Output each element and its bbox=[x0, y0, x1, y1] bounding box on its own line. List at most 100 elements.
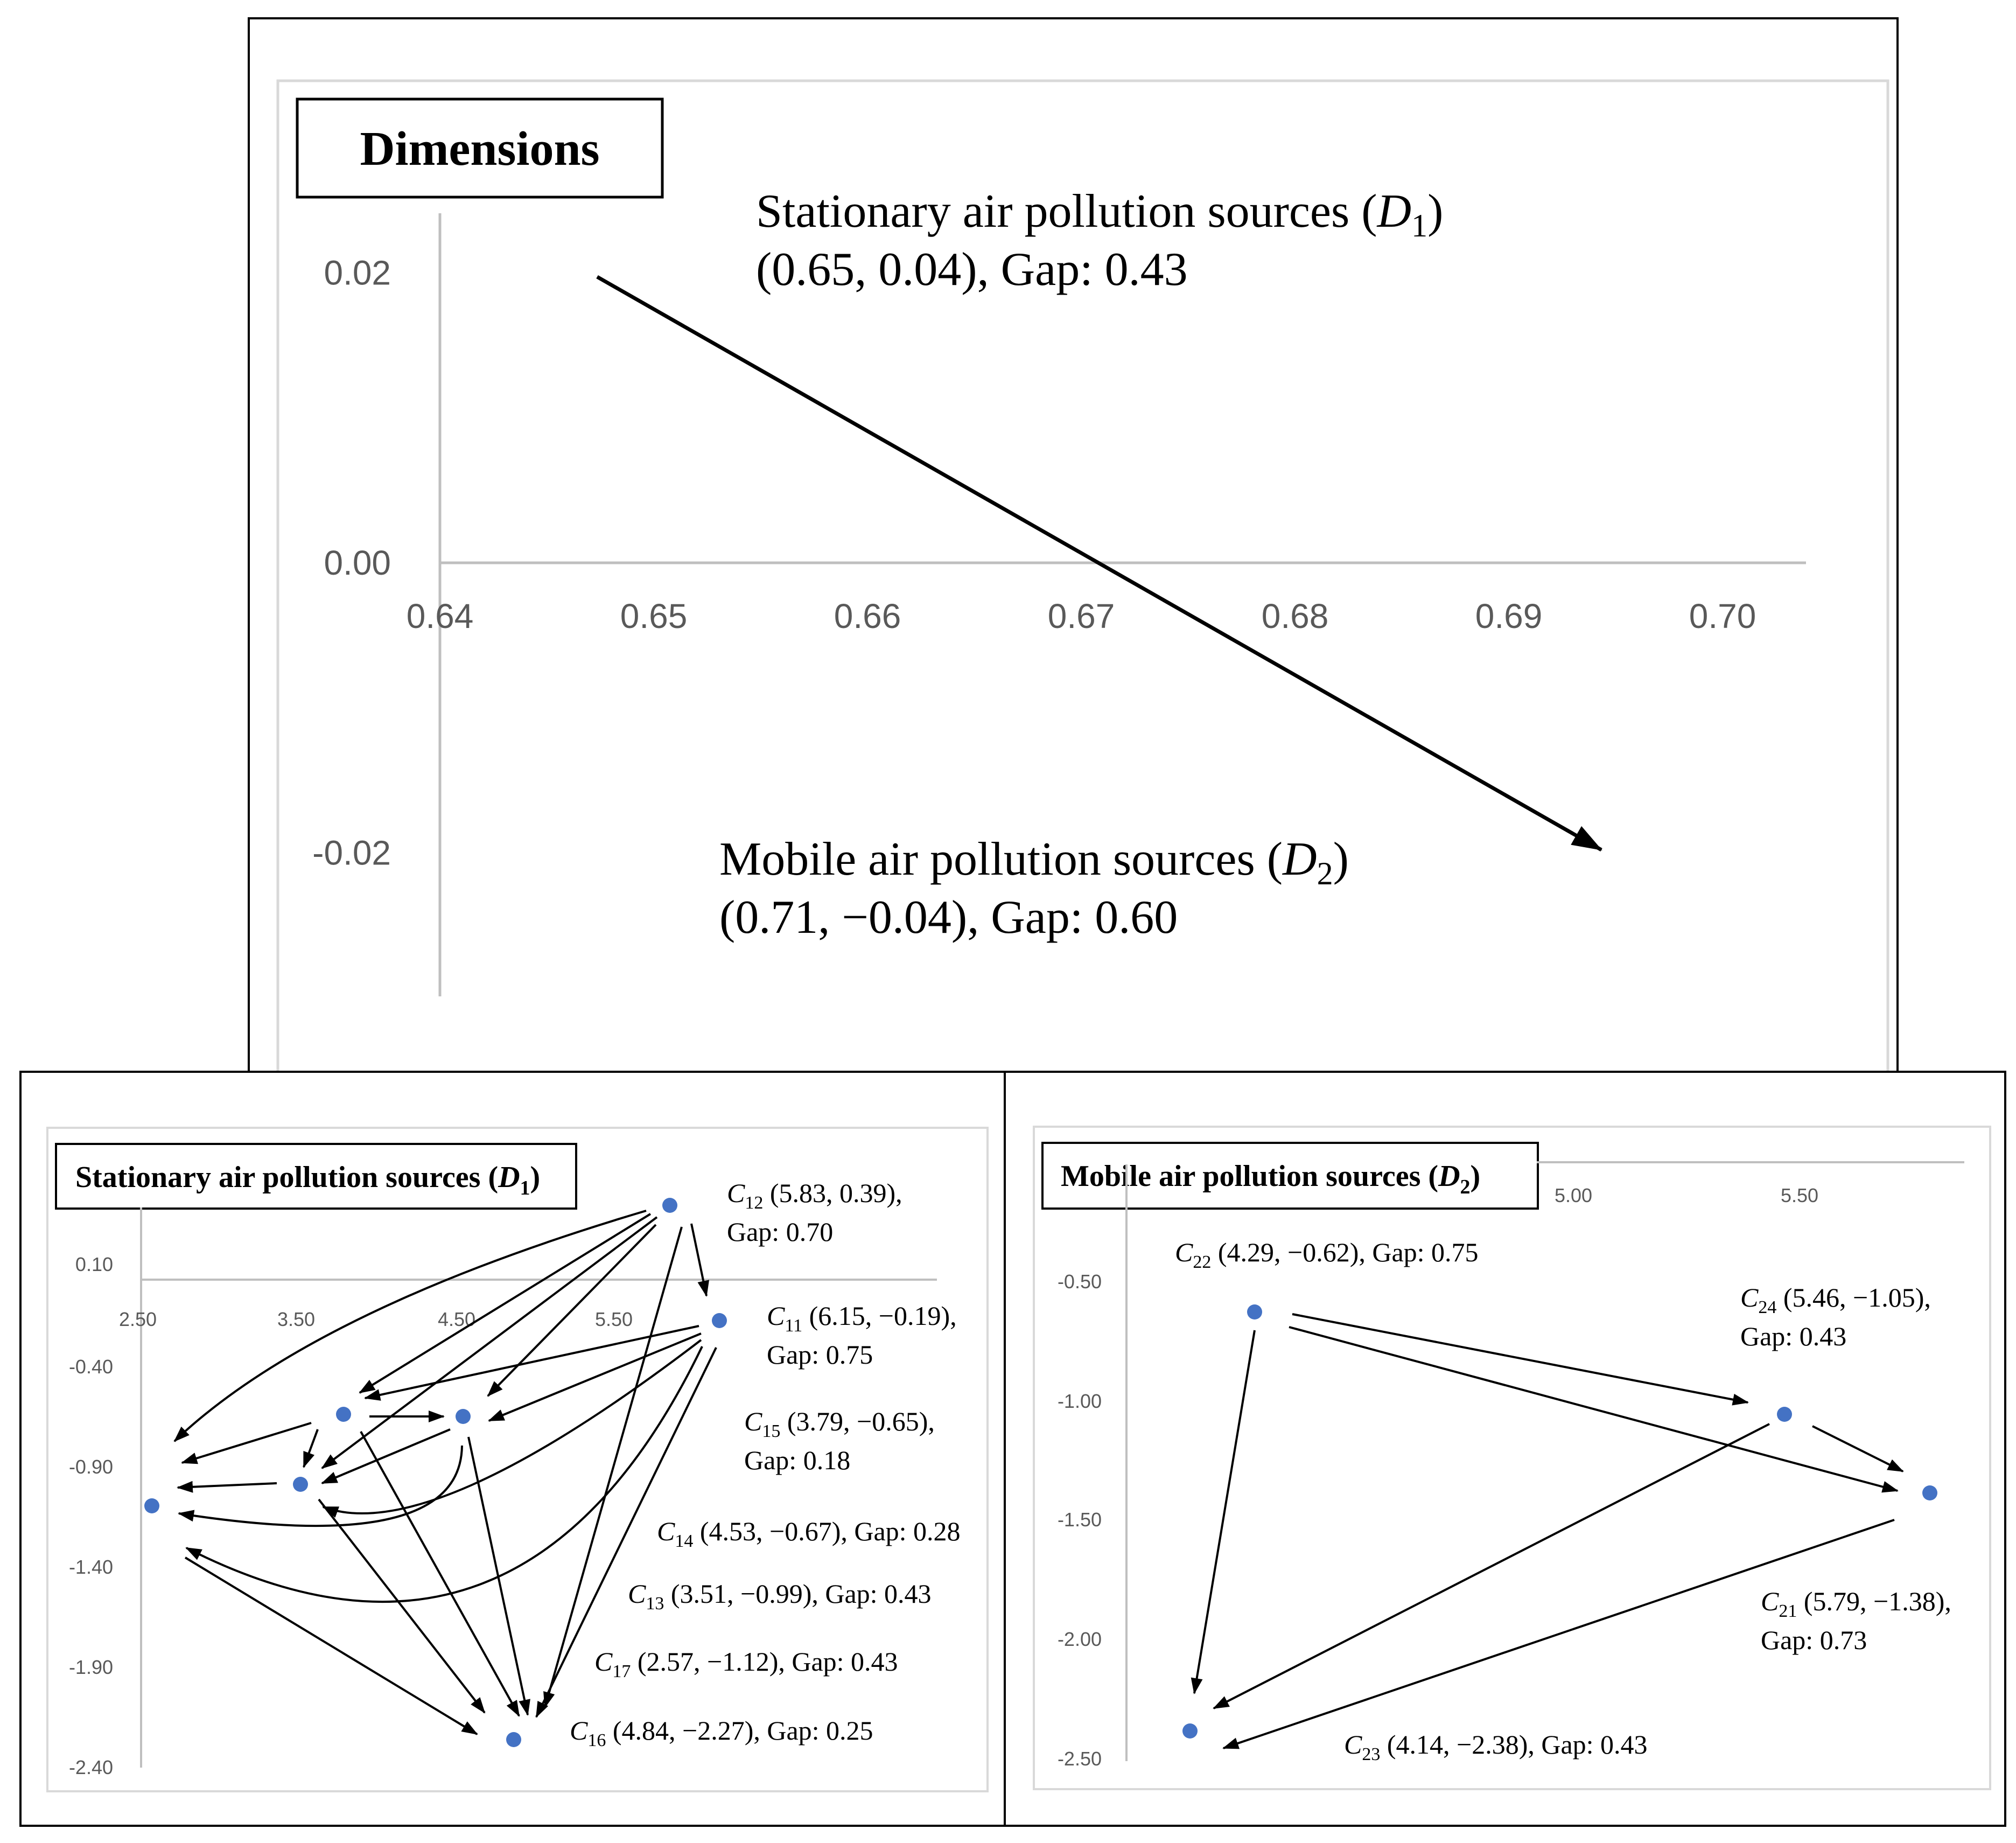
y-tick-label: -2.40 bbox=[69, 1756, 113, 1778]
x-tick-label: 5.00 bbox=[1555, 1184, 1592, 1206]
arrow-C11-to-C13 bbox=[322, 1339, 702, 1518]
title-box bbox=[1041, 1142, 1539, 1210]
arrow-C11-to-C17 bbox=[185, 1346, 703, 1603]
label-D1-coords: (0.65, 0.04), Gap: 0.43 bbox=[756, 243, 1188, 296]
arrow-C13-to-C17 bbox=[177, 1481, 277, 1493]
arrow-C24-to-C23 bbox=[1213, 1423, 1770, 1709]
y-tick-label: -0.50 bbox=[1058, 1270, 1102, 1293]
x-tick-label: 0.67 bbox=[1048, 597, 1115, 636]
arrow-C12-to-C15 bbox=[359, 1213, 652, 1394]
y-tick-label: -1.40 bbox=[69, 1556, 113, 1578]
chart-title: Stationary air pollution sources (D1) bbox=[75, 1161, 540, 1199]
arrow-C12-to-C13 bbox=[321, 1216, 658, 1469]
label-C12: C12 (5.83, 0.39), bbox=[727, 1178, 902, 1213]
label-D2-name: Mobile air pollution sources (D2) bbox=[719, 833, 1349, 891]
point-C15 bbox=[336, 1407, 351, 1422]
label-C15-gap: Gap: 0.18 bbox=[744, 1445, 850, 1475]
y-tick-label: 0.00 bbox=[324, 543, 391, 582]
arrow-C12-to-C14 bbox=[487, 1224, 657, 1397]
point-C13 bbox=[293, 1477, 308, 1492]
x-tick-label: 4.50 bbox=[438, 1308, 475, 1330]
arrow-C14-to-C13 bbox=[321, 1428, 451, 1484]
arrow-D1-to-D2 bbox=[596, 275, 1602, 852]
arrow-C11-to-C15 bbox=[364, 1325, 699, 1401]
y-tick-label: -0.40 bbox=[69, 1356, 113, 1378]
y-tick-label: -1.50 bbox=[1058, 1509, 1102, 1531]
label-C15: C15 (3.79, −0.65), bbox=[744, 1406, 935, 1441]
y-tick-label: 0.02 bbox=[324, 254, 391, 292]
x-tick-label: 3.50 bbox=[277, 1308, 315, 1330]
label-C16: C16 (4.84, −2.27), Gap: 0.25 bbox=[570, 1715, 873, 1750]
label-C11-gap: Gap: 0.75 bbox=[767, 1339, 873, 1370]
arrow-C21-to-C23 bbox=[1222, 1519, 1895, 1749]
y-tick-label: 0.10 bbox=[75, 1253, 113, 1275]
title-box bbox=[296, 97, 664, 199]
chart-title: Dimensions bbox=[360, 122, 599, 176]
x-tick-label: 0.66 bbox=[834, 597, 901, 636]
x-tick-label: 0.69 bbox=[1475, 597, 1543, 636]
y-tick-label: -0.02 bbox=[312, 833, 391, 872]
label-C21: C21 (5.79, −1.38), bbox=[1761, 1586, 1951, 1621]
x-tick-label: 0.65 bbox=[620, 597, 688, 636]
label-C23: C23 (4.14, −2.38), Gap: 0.43 bbox=[1344, 1729, 1648, 1764]
arrow-C13-to-C16 bbox=[318, 1498, 486, 1714]
label-C24-gap: Gap: 0.43 bbox=[1740, 1321, 1846, 1351]
arrow-C11-to-C16 bbox=[535, 1347, 717, 1718]
plot-area-frame bbox=[276, 79, 1889, 1086]
point-C16 bbox=[506, 1732, 521, 1747]
x-tick-label: 0.68 bbox=[1262, 597, 1329, 636]
arrow-C22-to-C23 bbox=[1191, 1330, 1256, 1694]
x-tick-label: 5.50 bbox=[1781, 1184, 1818, 1206]
mobile-chart: Mobile air pollution sources (D2) 5.00 5.… bbox=[1033, 1126, 1991, 1790]
point-C22 bbox=[1247, 1304, 1262, 1320]
x-tick-label: 5.50 bbox=[595, 1308, 633, 1330]
arrow-C15-to-C13 bbox=[303, 1429, 319, 1468]
point-C17 bbox=[144, 1498, 159, 1513]
x-tick-label: 0.64 bbox=[407, 597, 474, 636]
y-tick-label: -0.90 bbox=[69, 1456, 113, 1478]
plot-area-frame bbox=[1033, 1126, 1991, 1790]
arrow-C12-to-C16 bbox=[543, 1226, 683, 1708]
label-C13: C13 (3.51, −0.99), Gap: 0.43 bbox=[628, 1579, 932, 1614]
dimensions-chart: Dimensions 0.64 0.65 0.66 0.67 0.68 0.69 0.70 0… bbox=[276, 79, 1889, 1086]
point-C14 bbox=[456, 1409, 471, 1424]
arrow-C15-to-C17 bbox=[181, 1422, 312, 1464]
y-tick-label: -1.00 bbox=[1058, 1390, 1102, 1412]
y-tick-label: -2.50 bbox=[1058, 1748, 1102, 1770]
label-C11: C11 (6.15, −0.19), bbox=[767, 1301, 957, 1336]
y-tick-label: -1.90 bbox=[69, 1656, 113, 1678]
label-D2-coords: (0.71, −0.04), Gap: 0.60 bbox=[719, 891, 1178, 944]
arrow-C14-to-C16 bbox=[467, 1436, 530, 1716]
arrow-C14-to-C17 bbox=[178, 1445, 463, 1527]
arrow-C11-to-C14 bbox=[488, 1332, 702, 1422]
stationary-panel: Stationary air pollution sources (D1) 2.… bbox=[19, 1071, 1006, 1827]
label-C24: C24 (5.46, −1.05), bbox=[1740, 1282, 1931, 1317]
arrow-C17-to-C16 bbox=[184, 1556, 478, 1735]
arrow-C24-to-C21 bbox=[1812, 1425, 1904, 1472]
chart-title: Mobile air pollution sources (D2) bbox=[1061, 1160, 1480, 1198]
x-tick-label: 2.50 bbox=[119, 1308, 157, 1330]
label-C17: C17 (2.57, −1.12), Gap: 0.43 bbox=[594, 1646, 898, 1681]
title-box bbox=[55, 1143, 577, 1210]
arrow-C12-to-C17 bbox=[173, 1210, 647, 1442]
dimensions-panel: Dimensions 0.64 0.65 0.66 0.67 0.68 0.69 0.70 0… bbox=[248, 17, 1899, 1086]
arrow-C22-to-C21 bbox=[1289, 1326, 1899, 1493]
point-C12 bbox=[662, 1198, 677, 1213]
arrow-C12-to-C11 bbox=[690, 1223, 710, 1297]
point-C23 bbox=[1182, 1723, 1198, 1739]
label-C22: C22 (4.29, −0.62), Gap: 0.75 bbox=[1175, 1237, 1479, 1272]
point-C21 bbox=[1922, 1485, 1937, 1500]
point-C24 bbox=[1777, 1407, 1792, 1422]
stationary-chart: Stationary air pollution sources (D1) 2.… bbox=[46, 1127, 989, 1792]
arrow-C22-to-C24 bbox=[1292, 1313, 1749, 1406]
y-tick-label: -2.00 bbox=[1058, 1628, 1102, 1650]
x-tick-label: 0.70 bbox=[1689, 597, 1756, 636]
label-C12-gap: Gap: 0.70 bbox=[727, 1217, 833, 1247]
label-C14: C14 (4.53, −0.67), Gap: 0.28 bbox=[657, 1516, 961, 1551]
point-C11 bbox=[712, 1313, 727, 1328]
label-D1-name: Stationary air pollution sources (D1) bbox=[756, 185, 1443, 243]
plot-area-frame bbox=[46, 1127, 989, 1792]
arrow-C15-to-C16 bbox=[360, 1431, 520, 1717]
label-C21-gap: Gap: 0.73 bbox=[1761, 1625, 1867, 1655]
mobile-panel: Mobile air pollution sources (D2) 5.00 5.… bbox=[1004, 1071, 2006, 1827]
